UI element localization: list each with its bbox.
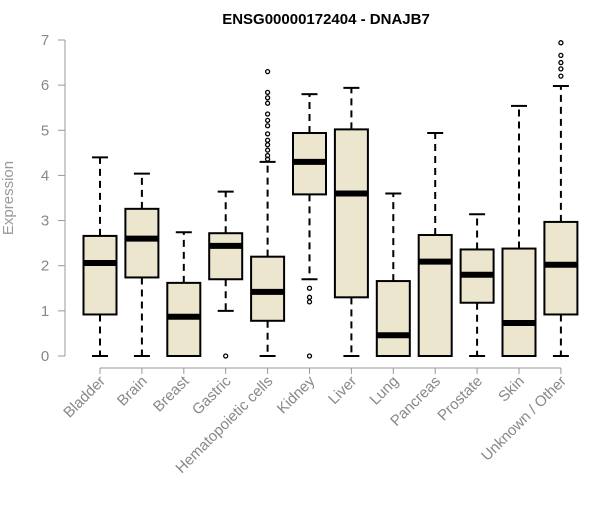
- box-group: [417, 131, 453, 357]
- outlier-point: [558, 40, 564, 46]
- x-tick-label: Breast: [150, 372, 193, 415]
- x-tick-label: Prostate: [434, 373, 486, 425]
- box-group: [333, 86, 369, 357]
- box-group: [82, 156, 118, 357]
- box-group: [292, 93, 327, 359]
- outlier-point: [264, 147, 271, 153]
- outlier-point: [264, 152, 271, 159]
- outlier-point: [264, 95, 271, 101]
- y-tick-label: 3: [41, 213, 49, 230]
- outlier-point: [264, 131, 271, 137]
- y-tick-label: 0: [41, 348, 49, 365]
- box-group: [459, 213, 495, 357]
- outlier-point: [264, 137, 271, 143]
- outlier-point: [264, 89, 271, 96]
- box-iqr: [543, 220, 579, 316]
- outlier-point: [306, 294, 313, 300]
- box-iqr: [375, 280, 411, 358]
- y-tick-label: 5: [41, 122, 49, 139]
- outlier-point: [264, 111, 271, 117]
- box-group: [208, 190, 244, 359]
- outlier-point: [264, 123, 271, 129]
- box-iqr: [333, 128, 369, 299]
- box-group: [501, 104, 537, 357]
- box-group: [124, 172, 160, 357]
- box-iqr: [208, 232, 244, 281]
- outlier-point: [264, 117, 271, 124]
- y-axis-label: Expression: [0, 161, 17, 235]
- outlier-point: [558, 59, 564, 66]
- box-iqr: [417, 234, 453, 357]
- box-group: [250, 68, 286, 357]
- chart-title: ENSG00000172404 - DNAJB7: [222, 11, 430, 28]
- outlier-point: [264, 68, 271, 75]
- y-tick-label: 1: [41, 303, 49, 320]
- outlier-point: [264, 100, 271, 106]
- y-axis: 0 1 2 3 4 5 6 7: [41, 32, 66, 365]
- y-tick-label: 2: [41, 258, 49, 275]
- outlier-point: [558, 73, 564, 79]
- outlier-point: [306, 299, 313, 305]
- y-tick-label: 7: [41, 32, 49, 49]
- outlier-point: [558, 52, 564, 58]
- box-iqr: [124, 207, 160, 279]
- outlier-point: [264, 142, 271, 148]
- box-iqr: [82, 234, 118, 316]
- box-iqr: [501, 247, 537, 357]
- box-group: [166, 231, 202, 357]
- box-iqr: [250, 255, 286, 322]
- x-tick-label: Skin: [495, 373, 528, 406]
- x-tick-label: Kidney: [274, 372, 319, 417]
- x-tick-label: Brain: [114, 373, 151, 410]
- outlier-point: [223, 353, 229, 359]
- x-tick-label: Lung: [367, 373, 403, 409]
- y-tick-label: 6: [41, 77, 49, 94]
- y-tick-label: 4: [41, 167, 49, 184]
- boxes-layer: [82, 40, 579, 359]
- outlier-point: [306, 285, 313, 291]
- box-group: [543, 40, 579, 357]
- x-tick-label: Bladder: [60, 373, 109, 422]
- x-tick-label: Liver: [325, 373, 360, 408]
- outlier-point: [306, 353, 313, 359]
- box-group: [375, 192, 411, 358]
- outlier-point: [558, 66, 564, 72]
